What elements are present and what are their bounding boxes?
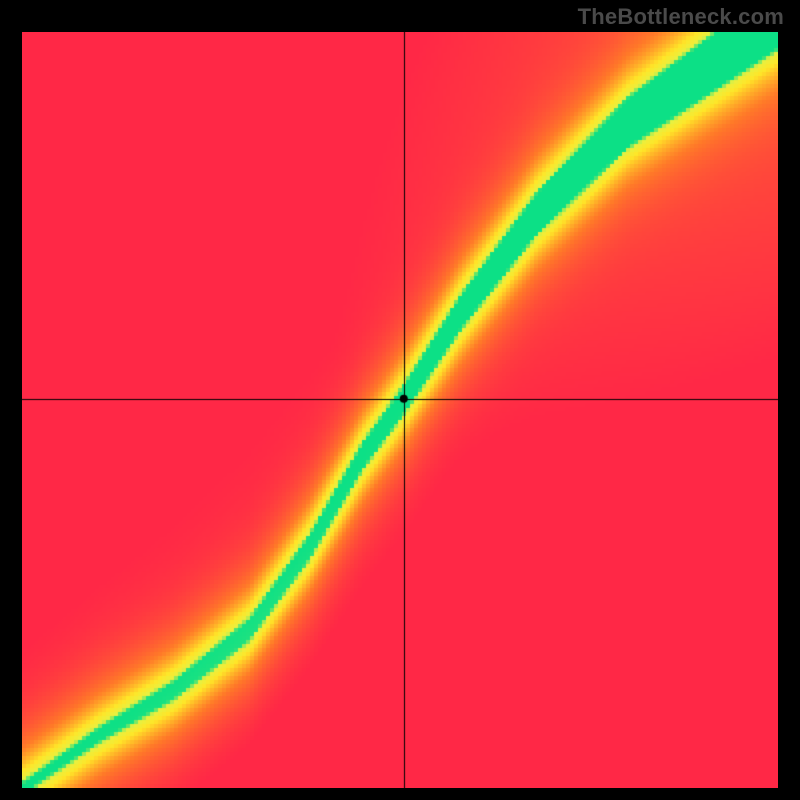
watermark-text: TheBottleneck.com xyxy=(578,4,784,30)
bottleneck-heatmap xyxy=(22,32,778,788)
